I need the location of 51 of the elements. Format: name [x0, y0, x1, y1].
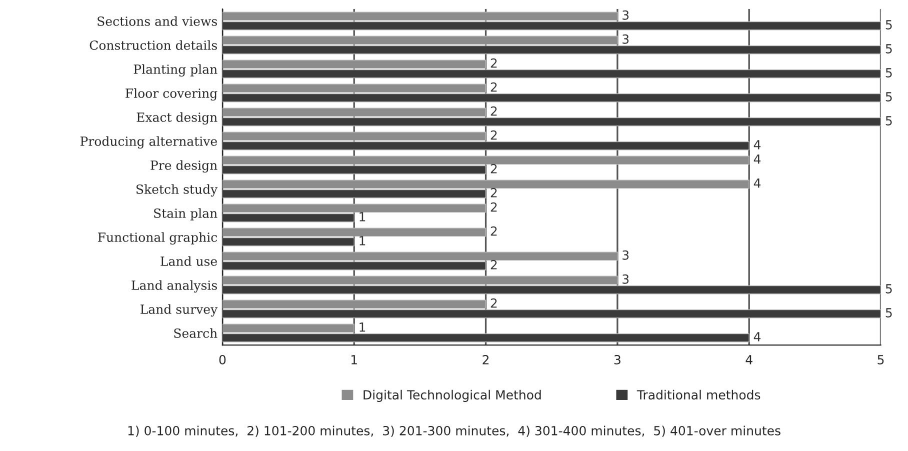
data-label: 1 [360, 236, 366, 246]
data-label: 4 [754, 178, 761, 188]
legend-label: Digital Technological Method [364, 390, 541, 402]
y-tick-label: Functional graphic [98, 232, 218, 245]
text: 1) 0-100 minutes, 2) 101-200 minutes, 3) 201-300 minutes, 4) 301-400 minutes, 5) 401-over minutes [128, 426, 780, 437]
x-tick-label: 4 [746, 355, 752, 364]
y-tick-label: Land analysis [132, 280, 217, 293]
x-tick-label: 3 [614, 354, 620, 364]
data-label: 3 [622, 274, 629, 284]
x-tick-label: 0 [219, 354, 226, 364]
y-tick-label: Construction details [90, 40, 217, 50]
y-tick-label: Land use [160, 256, 217, 266]
x-tick-label: 2 [482, 354, 489, 364]
data-label: 4 [754, 154, 761, 164]
y-tick-label: Producing alternative [80, 136, 217, 149]
data-label: 2 [490, 130, 497, 140]
data-label: 2 [490, 188, 497, 198]
data-label: 2 [490, 298, 497, 308]
x-tick-label: 5 [878, 355, 884, 364]
data-label: 3 [622, 250, 629, 260]
y-tick-label: Sections and views [98, 16, 217, 26]
y-tick-label: Search [174, 328, 218, 338]
data-label: 5 [886, 284, 892, 294]
data-label: 2 [490, 164, 497, 174]
y-tick-label: Pre design [150, 160, 218, 173]
data-label: 2 [490, 106, 497, 116]
data-label: 5 [886, 92, 892, 102]
data-label: 3 [622, 10, 629, 20]
y-tick-label: Sketch study [136, 184, 218, 197]
data-label: 2 [490, 202, 497, 212]
data-label: 1 [360, 212, 366, 222]
data-label: 4 [754, 140, 761, 150]
y-tick-label: Land survey [140, 304, 218, 317]
data-label: 5 [886, 44, 892, 54]
data-label: 1 [360, 322, 366, 332]
data-label: 2 [490, 82, 497, 92]
data-label: 5 [886, 68, 892, 78]
y-tick-label: Floor covering [126, 88, 218, 101]
y-tick-label: Stain plan [154, 208, 218, 220]
x-tick-label: 1 [352, 355, 357, 364]
data-label: 5 [886, 116, 892, 126]
data-label: 2 [490, 58, 497, 68]
data-label: 3 [622, 34, 629, 44]
data-label: 4 [754, 332, 761, 342]
legend-label: Traditional methods [636, 390, 760, 400]
y-tick-label: Planting plan [134, 64, 218, 77]
y-tick-label: Exact design [136, 112, 218, 125]
data-label: 5 [886, 20, 892, 30]
data-label: 2 [490, 226, 497, 236]
data-label: 2 [490, 260, 497, 270]
data-label: 5 [886, 308, 892, 318]
